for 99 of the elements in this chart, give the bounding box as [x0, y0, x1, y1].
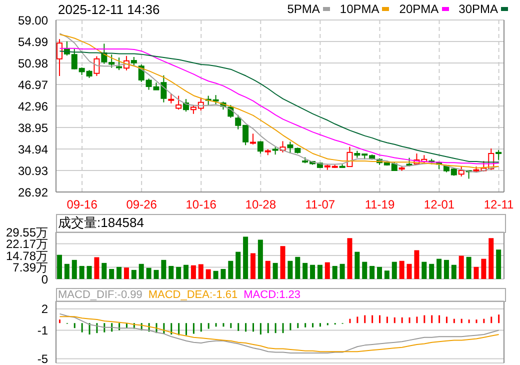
bar [131, 270, 136, 279]
x-tick-label: 11-07 [305, 198, 336, 212]
bar [370, 266, 375, 279]
bar [124, 268, 129, 279]
bar [79, 266, 84, 279]
y-tick-label: 7.39万 [12, 260, 48, 275]
bar [168, 266, 174, 279]
y-tick-label: 50.98 [18, 56, 48, 70]
x-tick-label: 12-11 [484, 198, 514, 212]
bar [332, 266, 338, 279]
y-tick-label: 46.97 [18, 78, 48, 92]
bar [466, 256, 472, 279]
x-tick-label: 12-01 [424, 198, 455, 212]
y-tick-label: 29.55万 [6, 225, 48, 240]
bar [116, 266, 122, 279]
y-tick-label: 26.92 [18, 185, 48, 200]
candlestick [287, 141, 294, 154]
bar [213, 270, 218, 279]
legend-label: 5PMA [287, 2, 320, 16]
bar [295, 256, 300, 279]
text: MACD_DEA:-1.61 [148, 288, 238, 300]
bar [481, 258, 486, 279]
legend-label: 10PMA [340, 2, 380, 16]
bar [317, 264, 322, 279]
bar [94, 257, 100, 279]
bar [436, 258, 442, 279]
bar [488, 238, 494, 279]
y-tick-label: 14.78万 [6, 248, 48, 263]
bar [288, 260, 293, 279]
y-tick-label: 34.94 [18, 142, 48, 156]
bar [422, 262, 427, 279]
bar [161, 260, 166, 279]
bar [310, 264, 316, 279]
bar [72, 260, 77, 279]
bar [496, 250, 502, 279]
bar [190, 265, 196, 279]
bar [414, 250, 420, 279]
bar [451, 264, 456, 279]
y-tick-label: 30.93 [18, 164, 48, 178]
bar [444, 260, 449, 279]
bar [406, 264, 412, 279]
bar [102, 262, 107, 279]
bar [474, 266, 479, 279]
bar [176, 266, 182, 279]
bar [377, 266, 382, 279]
y-tick-label: 22.17万 [6, 237, 48, 251]
bar [220, 268, 226, 279]
bar [146, 268, 152, 279]
bar [198, 264, 204, 279]
bar [302, 262, 308, 279]
bar [340, 264, 345, 279]
series-label: MACD_DIF:-0.99 [58, 288, 142, 300]
bar [250, 253, 256, 279]
bar [324, 262, 330, 279]
x-tick-label: 10-16 [186, 198, 217, 212]
bar [384, 270, 390, 279]
bar [347, 238, 352, 279]
x-tick-label: 09-26 [126, 198, 158, 212]
bar [57, 254, 62, 279]
candlestick [116, 57, 122, 71]
bar [64, 264, 70, 279]
y-tick-label: 59.00 [18, 13, 48, 28]
bar [184, 264, 189, 279]
bar [458, 256, 464, 279]
x-tick-label: 09-16 [66, 198, 98, 212]
bar [236, 252, 241, 279]
bar [109, 268, 114, 279]
bar [154, 270, 159, 279]
bar [399, 260, 404, 279]
text: 成交量:184584 [58, 214, 144, 232]
bar [272, 262, 278, 279]
legend-label: 20PMA [399, 2, 439, 16]
y-tick-label: 54.99 [18, 34, 48, 49]
bar [228, 260, 234, 279]
y-tick-label: 38.95 [18, 120, 48, 135]
bar [265, 260, 270, 279]
bar [280, 246, 286, 279]
x-tick-label: 10-28 [245, 198, 276, 212]
text: MACD:1.23 [244, 288, 300, 300]
chart-title: 2025-12-11 14:36 [58, 2, 160, 17]
candlestick [496, 150, 502, 160]
legend-label: 30PMA [458, 2, 498, 16]
bar [429, 264, 434, 279]
candlestick [257, 140, 264, 154]
bar [362, 262, 368, 279]
bar [258, 240, 263, 279]
bar [86, 266, 92, 279]
y-tick-label: 0 [41, 272, 48, 286]
bar [206, 269, 211, 279]
y-tick-label: -1 [37, 323, 48, 338]
candlestick [130, 56, 137, 67]
bar [243, 236, 248, 279]
bar [392, 262, 397, 279]
y-tick-label: 2 [41, 302, 48, 316]
bar [138, 264, 144, 279]
x-tick-label: 11-19 [364, 198, 395, 212]
bar [354, 252, 360, 279]
y-tick-label: 42.96 [18, 99, 48, 114]
y-tick-label: -5 [37, 352, 48, 365]
